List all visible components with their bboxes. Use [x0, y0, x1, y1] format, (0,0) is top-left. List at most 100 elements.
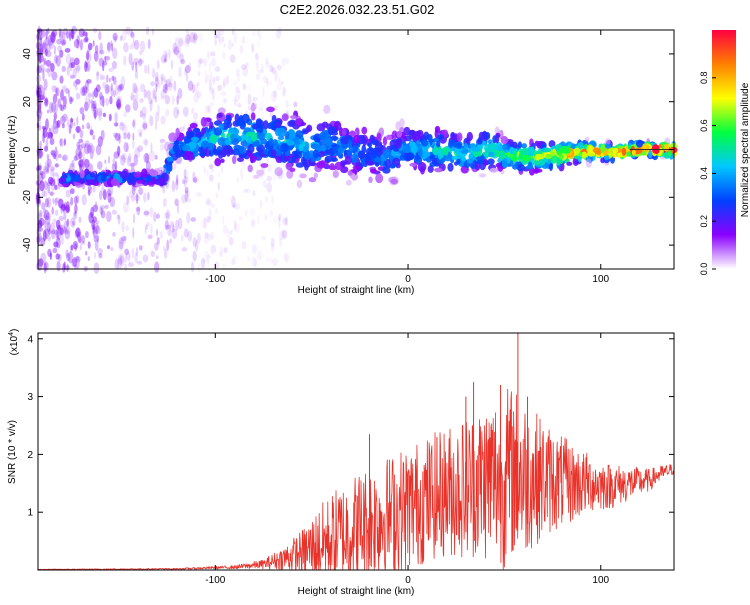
snr-scale-label: (x104): [8, 329, 20, 356]
spectral-blob: [286, 169, 294, 179]
noise-speck: [143, 209, 150, 217]
noise-speck: [150, 142, 153, 153]
snr-scale-exponent: 4: [8, 332, 15, 336]
noise-speck: [86, 79, 92, 84]
noise-speck: [215, 192, 219, 198]
noise-speck: [171, 228, 178, 239]
noise-speck: [180, 234, 184, 243]
spectral-blob: [607, 152, 614, 157]
noise-speck: [251, 244, 258, 254]
noise-speck: [107, 192, 112, 203]
noise-speck: [78, 138, 84, 144]
noise-speck: [106, 189, 112, 197]
noise-speck: [42, 57, 47, 66]
noise-speck: [44, 48, 48, 57]
noise-speck: [71, 258, 78, 268]
noise-speck: [69, 29, 71, 42]
noise-speck: [95, 201, 98, 210]
noise-speck: [43, 78, 48, 91]
noise-speck: [241, 241, 247, 250]
spectral-blob: [268, 138, 274, 146]
noise-speck: [72, 220, 75, 226]
noise-speck: [120, 35, 123, 42]
noise-speck: [160, 115, 166, 125]
noise-speck: [256, 59, 259, 72]
noise-speck: [265, 61, 270, 69]
spectrogram-noise-layer: [35, 25, 290, 275]
noise-speck: [37, 165, 42, 171]
noise-speck: [222, 263, 226, 270]
spectral-blob: [149, 170, 159, 177]
noise-speck: [121, 29, 127, 42]
spectral-blob: [209, 164, 214, 170]
spectral-blob: [396, 130, 403, 138]
spectral-blob: [461, 157, 467, 162]
noise-speck: [229, 54, 236, 63]
noise-speck: [168, 48, 171, 60]
noise-speck: [44, 97, 49, 107]
noise-speck: [206, 74, 210, 83]
spectral-blob: [526, 164, 534, 170]
noise-speck: [196, 191, 202, 197]
spectral-blob: [198, 146, 204, 153]
noise-speck: [99, 73, 103, 81]
spectral-blob: [324, 155, 333, 163]
noise-speck: [148, 98, 153, 105]
noise-speck: [207, 104, 212, 114]
spectrogram-panel: -40 -20 0 20 40 -100 0 100 Height of straight …: [7, 25, 678, 296]
noise-speck: [164, 79, 168, 91]
noise-speck: [61, 85, 67, 92]
noise-speck: [154, 71, 159, 82]
noise-speck: [284, 253, 290, 263]
noise-speck: [70, 29, 75, 40]
noise-speck: [143, 192, 147, 203]
noise-speck: [139, 132, 142, 137]
noise-speck: [50, 132, 53, 138]
noise-speck: [156, 104, 161, 116]
snr-x-axis-label: Height of straight line (km): [298, 586, 415, 597]
noise-speck: [203, 58, 208, 67]
noise-speck: [188, 197, 192, 203]
noise-speck: [140, 83, 146, 93]
noise-speck: [197, 262, 201, 273]
noise-speck: [39, 140, 42, 149]
spectral-blob: [448, 139, 457, 149]
noise-speck: [39, 180, 45, 192]
noise-speck: [46, 153, 50, 161]
noise-speck: [50, 102, 57, 113]
snr-frame: [37, 332, 675, 571]
spectral-blob: [421, 139, 429, 147]
noise-speck: [95, 144, 102, 156]
noise-speck: [59, 138, 62, 146]
spectral-blob: [374, 161, 380, 167]
noise-speck: [176, 109, 180, 115]
noise-speck: [181, 38, 184, 47]
noise-speck: [192, 171, 196, 183]
spectral-blob: [302, 150, 311, 159]
noise-speck: [56, 38, 62, 45]
noise-speck: [47, 184, 51, 194]
noise-speck: [93, 262, 100, 275]
noise-speck: [36, 261, 42, 272]
spectral-blob: [429, 154, 435, 160]
noise-speck: [132, 119, 136, 128]
noise-speck: [118, 86, 121, 95]
noise-speck: [184, 38, 190, 48]
noise-speck: [76, 39, 80, 49]
noise-speck: [277, 214, 282, 220]
noise-speck: [243, 84, 248, 90]
noise-speck: [42, 70, 45, 82]
noise-speck: [44, 197, 50, 208]
noise-speck: [123, 153, 127, 161]
noise-speck: [272, 258, 278, 266]
spectral-blob: [600, 144, 607, 154]
noise-speck: [70, 118, 74, 123]
noise-speck: [215, 75, 220, 82]
noise-speck: [116, 214, 120, 220]
noise-speck: [264, 214, 268, 221]
noise-speck: [114, 35, 117, 43]
noise-speck: [242, 66, 249, 77]
noise-speck: [248, 83, 252, 93]
noise-speck: [78, 28, 85, 38]
noise-speck: [72, 67, 78, 79]
